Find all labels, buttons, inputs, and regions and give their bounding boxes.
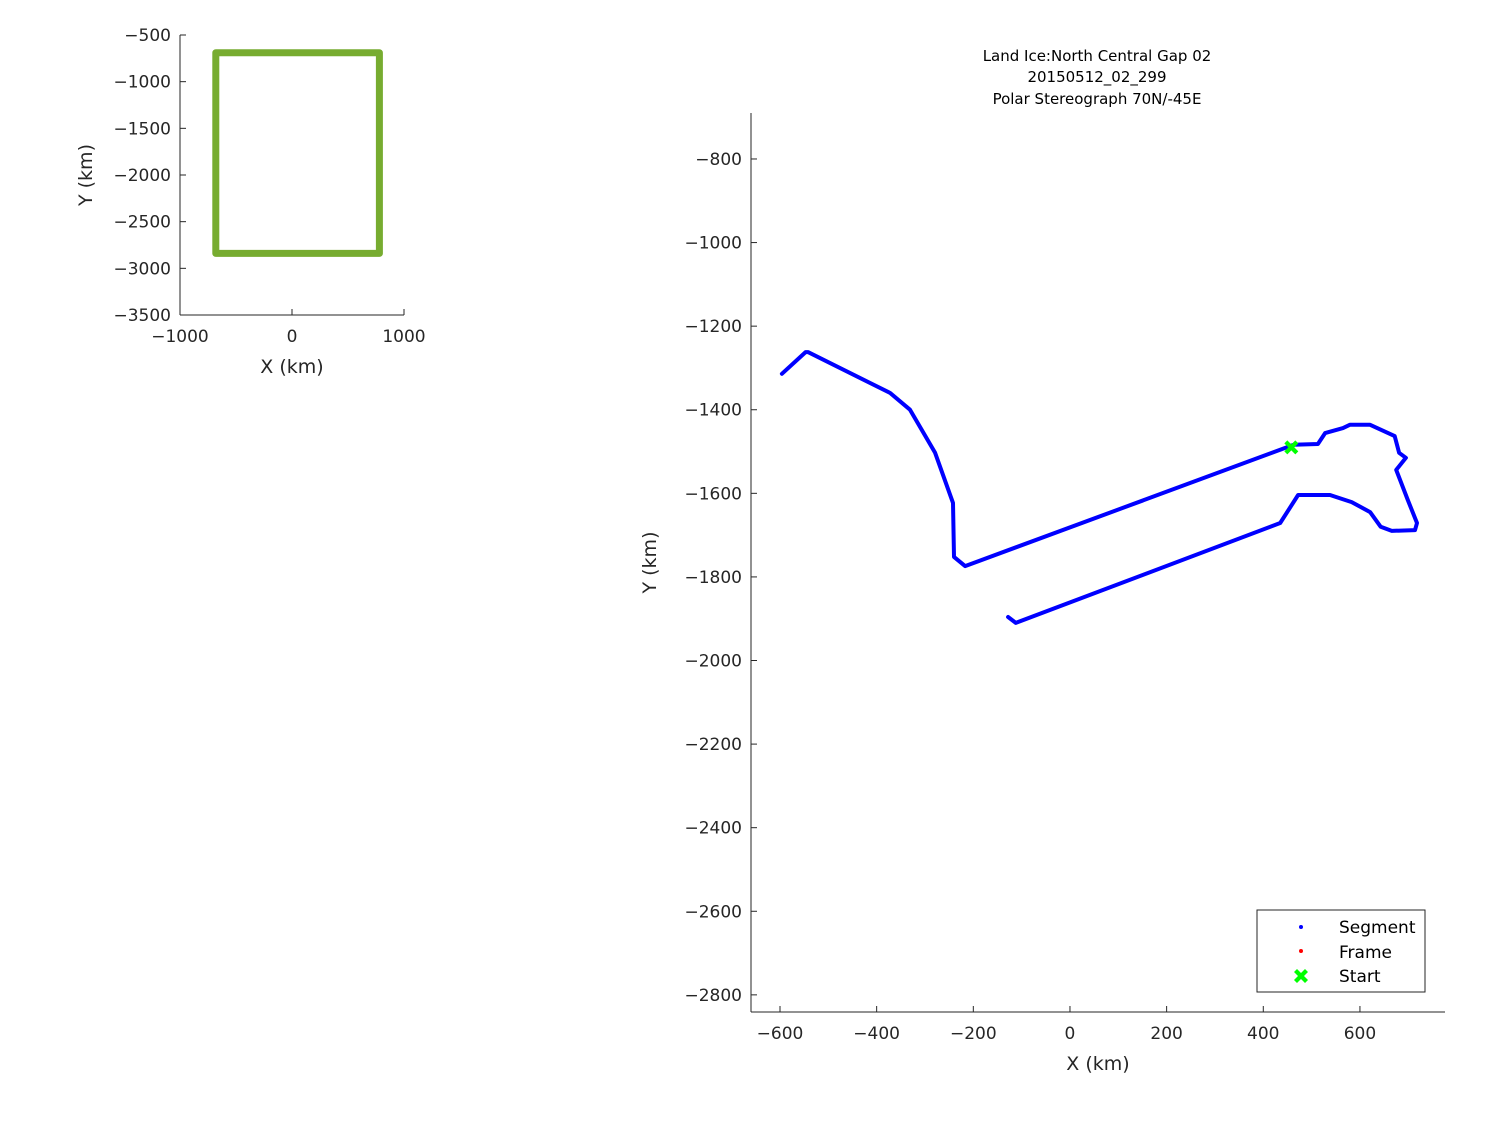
legend-box: [1256, 909, 1426, 993]
x-tick-label: −200: [950, 1024, 997, 1044]
y-tick-label: −2500: [113, 213, 171, 233]
x-tick-label: −1000: [151, 327, 209, 347]
y-tick-label: −2200: [684, 735, 742, 755]
title-line-3: Polar Stereograph 70N/-45E: [993, 90, 1202, 108]
y-tick-label: −1000: [684, 234, 742, 254]
start-marker-shape: [1284, 440, 1299, 455]
legend-frame-marker: [1299, 949, 1303, 953]
legend-start-marker: [1294, 969, 1308, 983]
legend: Segment Frame Start: [1256, 909, 1426, 993]
x-tick-label: 200: [1150, 1024, 1182, 1044]
y-tick-label: −1400: [684, 401, 742, 421]
y-tick-label: −800: [695, 150, 742, 170]
x-tick-label: 0: [287, 327, 298, 347]
data-outline: [212, 49, 383, 257]
legend-frame-label: Frame: [1339, 943, 1392, 963]
x-tick-label: −400: [853, 1024, 900, 1044]
segment-track: [779, 350, 1419, 625]
x-axis-label: X (km): [1066, 1053, 1129, 1075]
x-tick-label: 0: [1065, 1024, 1076, 1044]
title-line-2: 20150512_02_299: [1027, 68, 1166, 87]
y-axis-label: Y (km): [639, 532, 661, 595]
y-tick-label: −2800: [684, 986, 742, 1006]
y-tick-label: −2000: [684, 652, 742, 672]
x-tick-label: 600: [1344, 1024, 1376, 1044]
title-line-1: Land Ice:North Central Gap 02: [983, 47, 1212, 65]
y-axis-label: Y (km): [75, 144, 97, 207]
x-axis-label: X (km): [260, 356, 323, 378]
overview-axes: −1000 0 1000 −500 −1000 −1500 −2000 −2500 −3000 −…: [75, 26, 426, 378]
legend-segment-label: Segment: [1339, 918, 1416, 938]
y-tick-label: −2400: [684, 819, 742, 839]
y-tick-label: −1000: [113, 73, 171, 93]
y-tick-label: −1800: [684, 568, 742, 588]
start-marker: [1284, 440, 1299, 455]
y-tick-label: −1500: [113, 119, 171, 139]
main-axes: Land Ice:North Central Gap 02 20150512_0…: [639, 47, 1445, 1075]
x-tick-label: −600: [757, 1024, 804, 1044]
y-tick-label: −2000: [113, 166, 171, 186]
x-tick-label: 400: [1247, 1024, 1279, 1044]
legend-segment-marker: [1299, 925, 1303, 929]
x-tick-label: 1000: [382, 327, 425, 347]
legend-start-label: Start: [1339, 967, 1381, 987]
y-tick-label: −1600: [684, 484, 742, 504]
y-tick-label: −3000: [113, 259, 171, 279]
y-tick-label: −3500: [113, 306, 171, 326]
y-tick-label: −1200: [684, 317, 742, 337]
y-tick-label: −500: [124, 26, 171, 46]
y-tick-label: −2600: [684, 902, 742, 922]
